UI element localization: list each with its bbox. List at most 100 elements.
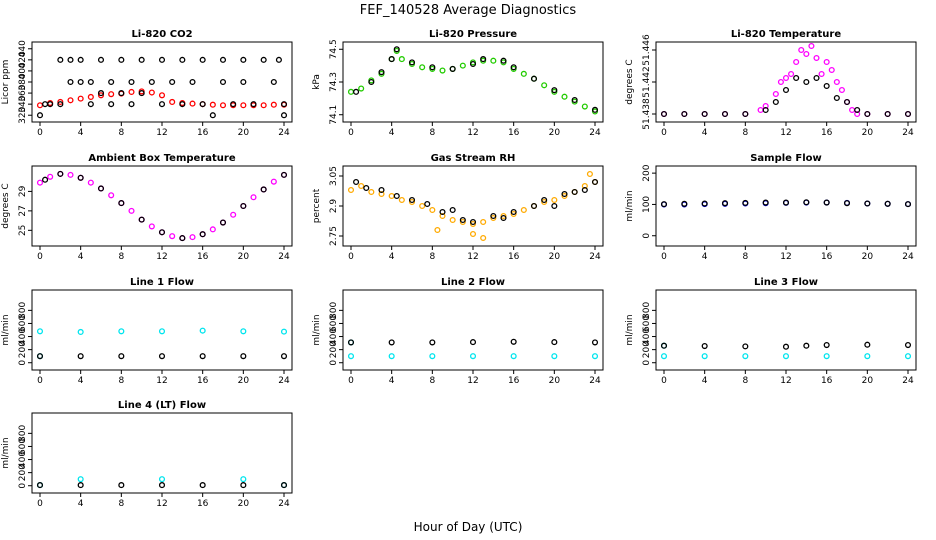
data-point: [199, 353, 206, 360]
data-point: [803, 78, 810, 86]
data-point: [219, 78, 227, 86]
data-point: [240, 482, 247, 489]
y-tick-label: 420: [18, 51, 28, 68]
data-point: [77, 353, 84, 360]
data-point: [541, 196, 548, 204]
y-tick-label: 600: [329, 315, 339, 332]
series-2: [42, 170, 288, 242]
data-point: [551, 196, 558, 204]
data-point: [530, 202, 538, 210]
data-point: [57, 56, 64, 63]
y-tick-label: 800: [329, 302, 339, 319]
y-tick-label: 51.438: [642, 98, 652, 130]
data-point: [551, 353, 558, 360]
data-point: [660, 353, 668, 360]
x-tick-label: 16: [197, 128, 209, 138]
x-tick-label: 12: [780, 376, 791, 386]
series-1: [660, 42, 912, 118]
data-point: [148, 89, 155, 96]
data-point: [439, 67, 446, 74]
data-point: [169, 233, 176, 240]
data-point: [179, 56, 186, 63]
data-point: [469, 220, 477, 228]
data-point: [660, 110, 668, 118]
data-point: [742, 343, 749, 350]
data-point: [808, 42, 815, 50]
series-2: [347, 338, 599, 346]
data-point: [275, 56, 282, 63]
data-point: [429, 206, 436, 214]
plot-frame: [31, 41, 293, 123]
data-point: [904, 353, 912, 360]
data-point: [280, 171, 288, 178]
data-point: [782, 199, 790, 206]
x-tick-label: 24: [278, 376, 290, 386]
x-tick-label: 12: [780, 128, 791, 138]
y-tick-label: 51.446: [642, 34, 652, 66]
data-point: [904, 201, 912, 208]
x-tick-label: 24: [902, 128, 914, 138]
data-point: [270, 178, 277, 185]
data-point: [561, 93, 568, 100]
data-point: [408, 196, 416, 204]
x-tick-label: 0: [661, 376, 667, 386]
data-point: [378, 190, 385, 198]
y-tick-label: 100: [642, 196, 652, 213]
panel-9: Line 3 Flow ml/min 0 4 8 12 16 20 24 0 20040060080…: [625, 277, 917, 386]
series-2: [36, 482, 288, 489]
data-point: [388, 192, 395, 200]
data-point: [87, 179, 94, 186]
x-tick-label: 4: [702, 376, 708, 386]
y-tick-label: 74.5: [329, 39, 339, 59]
x-tick-label: 4: [702, 252, 708, 262]
data-point: [36, 112, 44, 119]
y-tick-label: 200: [642, 164, 652, 181]
x-tick-label: 4: [702, 128, 708, 138]
x-tick-label: 4: [78, 376, 84, 386]
data-point: [742, 199, 749, 206]
data-point: [358, 182, 365, 190]
data-point: [424, 200, 431, 208]
data-point: [480, 218, 487, 226]
x-tick-label: 4: [78, 252, 84, 262]
y-tick-label: 600: [18, 315, 28, 332]
data-point: [189, 234, 196, 241]
y-tick-label: 400: [18, 451, 28, 468]
data-point: [240, 328, 247, 335]
data-point: [158, 353, 166, 360]
data-point: [250, 101, 257, 108]
plot-frame: [655, 165, 917, 247]
data-point: [388, 353, 395, 360]
y-tick-label: 74.1: [329, 105, 339, 125]
y-tick-label: 400: [642, 328, 652, 345]
figure-title: FEF_140528 Average Diagnostics: [360, 3, 577, 18]
data-point: [347, 339, 355, 346]
data-point: [520, 206, 527, 214]
data-point: [219, 219, 227, 226]
y-tick-label: 360: [18, 84, 28, 101]
data-point: [823, 82, 830, 90]
data-point: [469, 353, 477, 360]
data-point: [158, 101, 166, 108]
y-tick-label: 800: [18, 302, 28, 319]
data-point: [864, 200, 871, 207]
x-tick-label: 16: [508, 376, 520, 386]
x-tick-label: 4: [389, 252, 395, 262]
data-point: [480, 234, 487, 242]
data-point: [179, 101, 186, 108]
data-point: [803, 199, 810, 206]
y-tick-label: 0: [642, 233, 652, 239]
panel-title: Li-820 Temperature: [731, 29, 841, 40]
data-point: [118, 328, 125, 335]
data-point: [721, 110, 729, 118]
x-tick-label: 0: [37, 128, 43, 138]
data-point: [581, 103, 588, 110]
data-point: [813, 54, 820, 62]
data-point: [838, 86, 845, 94]
data-point: [586, 170, 593, 178]
data-point: [199, 101, 206, 108]
data-point: [240, 202, 247, 210]
x-tick-label: 0: [348, 128, 354, 138]
data-point: [721, 200, 729, 207]
